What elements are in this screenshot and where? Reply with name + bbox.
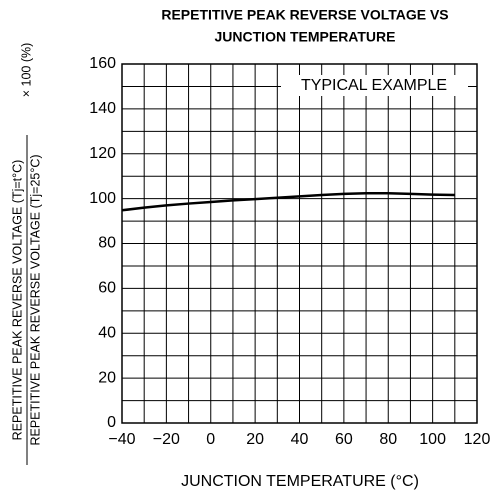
y-tick-label: 40 <box>98 324 116 341</box>
x-tick-label: −20 <box>153 431 180 448</box>
x-tick-label: −40 <box>108 431 135 448</box>
x-tick-label: 0 <box>206 431 215 448</box>
x-tick-label: 120 <box>464 431 491 448</box>
x-tick-label: 100 <box>419 431 446 448</box>
x-axis-label: JUNCTION TEMPERATURE (°C) <box>181 473 419 490</box>
x-tick-label: 80 <box>379 431 397 448</box>
y-axis-label: REPETITIVE PEAK REVERSE VOLTAGE (Tj=t°C)… <box>10 43 42 465</box>
data-line <box>121 191 455 212</box>
x-tick-label: 40 <box>291 431 309 448</box>
x-tick-label: 20 <box>246 431 264 448</box>
y-tick-label: 0 <box>107 414 116 431</box>
y-tick-label: 160 <box>89 55 116 72</box>
annotation: TYPICAL EXAMPLE <box>301 77 447 94</box>
y-tick-label: 100 <box>89 190 116 207</box>
y-tick-label: 120 <box>89 145 116 162</box>
x-tick-label: 60 <box>335 431 353 448</box>
y-tick-label: 60 <box>98 280 116 297</box>
y-label-numerator: REPETITIVE PEAK REVERSE VOLTAGE (Tj=t°C) <box>10 160 24 441</box>
y-label-multiplier: × 100 (%) <box>19 43 33 98</box>
plot-frame <box>121 63 478 424</box>
annotation-box <box>281 75 468 96</box>
y-label-denominator: REPETITIVE PEAK REVERSE VOLTAGE (Tj=25°C… <box>28 154 42 445</box>
y-tick-label: 80 <box>98 235 116 252</box>
chart-title: JUNCTION TEMPERATURE <box>215 29 396 45</box>
chart-title: REPETITIVE PEAK REVERSE VOLTAGE VS <box>161 7 448 23</box>
y-tick-label: 140 <box>89 100 116 117</box>
y-tick-label: 20 <box>98 369 116 386</box>
